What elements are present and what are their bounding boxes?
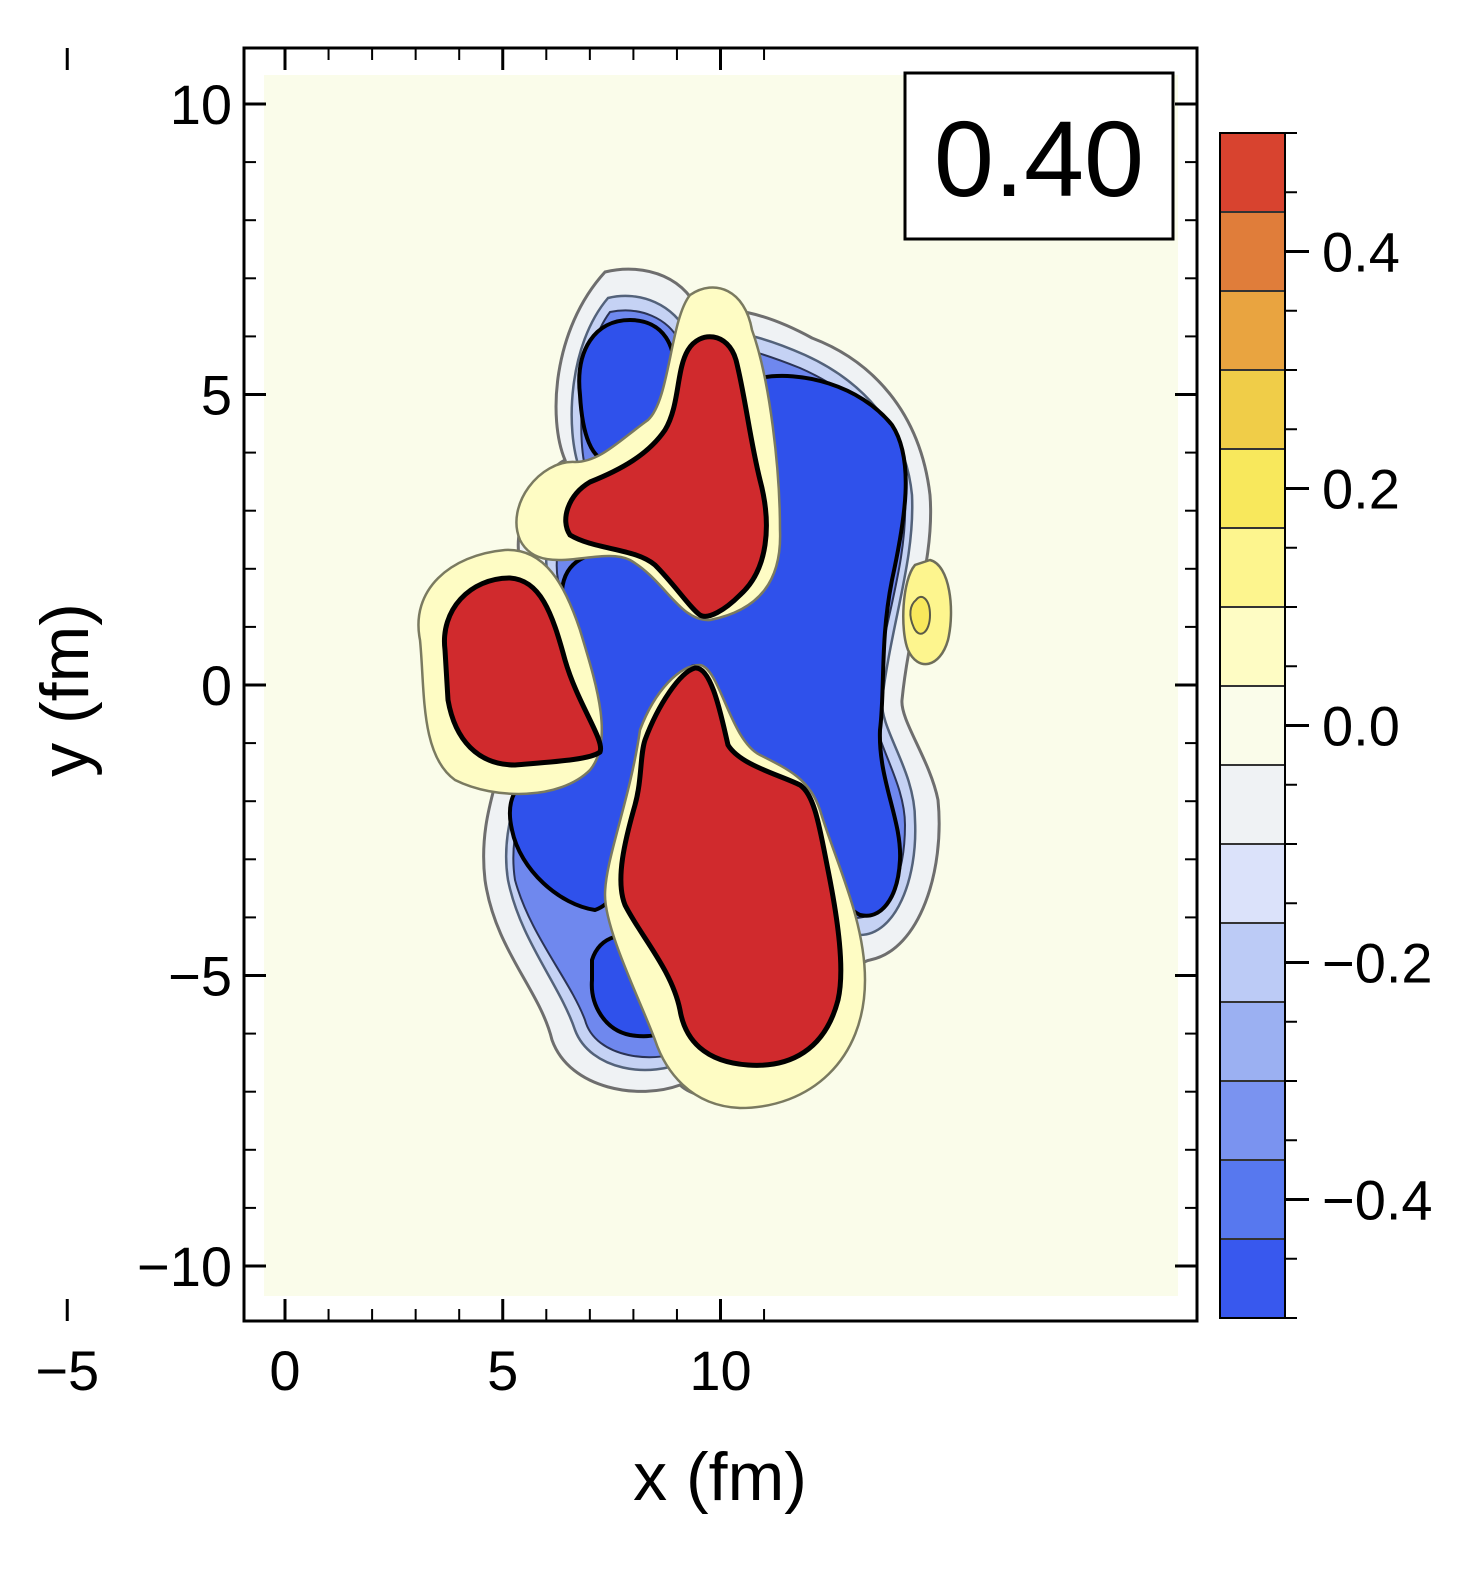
y-tick-label: 0 bbox=[201, 654, 232, 717]
colorbar-band bbox=[1220, 923, 1285, 1002]
y-tick-label: 10 bbox=[170, 73, 232, 136]
colorbar-band bbox=[1220, 686, 1285, 765]
y-tick-label: −5 bbox=[168, 945, 232, 1008]
colorbar-band bbox=[1220, 607, 1285, 687]
y-tick-label: −10 bbox=[137, 1235, 232, 1298]
red-lobe-upper bbox=[563, 334, 769, 619]
contour-field bbox=[417, 267, 953, 1110]
colorbar-band bbox=[1220, 449, 1285, 528]
colorbar-tick-label: 0.4 bbox=[1322, 221, 1400, 284]
red-lobe-left bbox=[441, 575, 604, 768]
annotation-box bbox=[903, 71, 1175, 241]
colorbar-band bbox=[1220, 370, 1285, 450]
colorbar-band bbox=[1220, 133, 1285, 213]
colorbar-band bbox=[1220, 212, 1285, 291]
x-tick-label: −5 bbox=[35, 1339, 99, 1402]
colorbar-band bbox=[1220, 290, 1285, 370]
annotation-text: 0.40 bbox=[934, 98, 1144, 219]
red-lobe-lower bbox=[618, 665, 844, 1068]
colorbar-band bbox=[1220, 1160, 1285, 1239]
colorbar-band bbox=[1220, 764, 1285, 844]
colorbar-tick-label: −0.4 bbox=[1322, 1169, 1433, 1232]
x-tick-label: 5 bbox=[487, 1339, 518, 1402]
colorbar-band bbox=[1220, 844, 1285, 924]
colorbar-band bbox=[1220, 1081, 1285, 1161]
x-tick-label: 10 bbox=[689, 1339, 751, 1402]
y-tick-label: 5 bbox=[201, 364, 232, 427]
y-axis-title: y (fm) bbox=[27, 603, 103, 777]
colorbar-tick-label: 0.0 bbox=[1322, 695, 1400, 758]
x-axis-title: x (fm) bbox=[633, 1439, 807, 1515]
yellow-blob-right-core bbox=[909, 595, 932, 635]
colorbar-band bbox=[1220, 1001, 1285, 1081]
colorbar-band bbox=[1220, 1238, 1285, 1318]
x-tick-label: 0 bbox=[269, 1339, 300, 1402]
colorbar-band bbox=[1220, 527, 1285, 607]
colorbar-tick-label: −0.2 bbox=[1322, 932, 1433, 995]
colorbar-tick-label: 0.2 bbox=[1322, 458, 1400, 521]
colorbar: −0.4 −0.2 0.0 0.2 0.4 bbox=[1219, 132, 1433, 1319]
